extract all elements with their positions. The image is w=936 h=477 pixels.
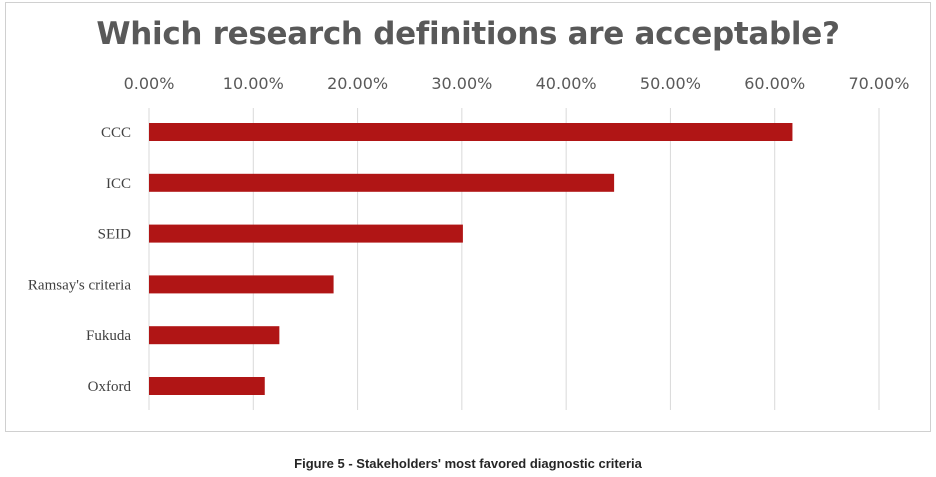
- category-label: CCC: [101, 125, 131, 141]
- category-label: Fukuda: [86, 328, 131, 344]
- bar-chart: 0.00% 10.00% 20.00% 30.00% 40.00% 50.00% 60.00…: [28, 74, 910, 410]
- chart-title: Which research definitions are acceptabl…: [96, 16, 840, 52]
- chart-frame: [5, 2, 931, 432]
- x-tick-label: 20.00%: [327, 74, 388, 93]
- x-tick-label: 40.00%: [536, 74, 597, 93]
- bar-ramsay-s-criteria: [149, 275, 334, 294]
- bar-fukuda: [149, 326, 280, 345]
- x-tick-label: 50.00%: [640, 74, 701, 93]
- category-labels: CCC ICC SEID Ramsay's criteria Fukuda Oxford: [28, 125, 132, 395]
- bars: [149, 123, 793, 395]
- category-label: Ramsay's criteria: [28, 277, 131, 293]
- bar-seid: [149, 224, 463, 243]
- x-tick-label: 30.00%: [431, 74, 492, 93]
- x-tick-label: 0.00%: [124, 74, 175, 93]
- category-label: Oxford: [88, 379, 132, 395]
- grid-lines: [148, 108, 880, 410]
- x-axis-ticks: 0.00% 10.00% 20.00% 30.00% 40.00% 50.00% 60.00…: [124, 74, 910, 93]
- x-tick-label: 10.00%: [223, 74, 284, 93]
- bar-icc: [149, 173, 615, 192]
- category-label: ICC: [106, 176, 131, 192]
- bar-oxford: [149, 377, 265, 395]
- bar-ccc: [149, 123, 793, 141]
- x-tick-label: 60.00%: [744, 74, 805, 93]
- x-tick-label: 70.00%: [848, 74, 909, 93]
- figure-caption: Figure 5 - Stakeholders' most favored di…: [294, 456, 642, 471]
- category-label: SEID: [98, 227, 132, 243]
